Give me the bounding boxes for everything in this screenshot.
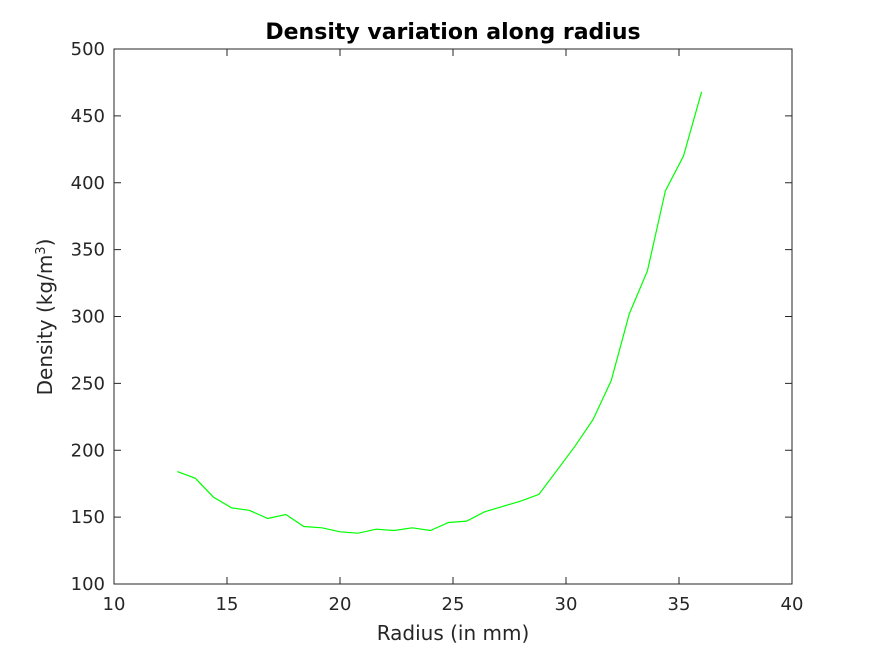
x-tick-label: 25 <box>442 594 465 615</box>
x-tick-label: 20 <box>329 594 352 615</box>
x-axis-label: Radius (in mm) <box>377 621 530 645</box>
y-tick-label: 300 <box>71 307 105 328</box>
y-tick-label: 400 <box>71 173 105 194</box>
y-tick-label: 450 <box>71 106 105 127</box>
x-axis-ticks: 10 15 20 25 30 35 40 <box>103 49 804 615</box>
x-tick-label: 35 <box>668 594 691 615</box>
y-tick-label: 250 <box>71 373 105 394</box>
y-tick-label: 100 <box>71 574 105 595</box>
y-axis-label-superscript: 3 <box>34 246 49 254</box>
y-axis-ticks: 100 150 200 250 300 350 400 450 500 <box>71 39 792 595</box>
y-tick-label: 350 <box>71 240 105 261</box>
y-axis-label-main: Density (kg/m <box>33 255 57 396</box>
density-series-line <box>177 91 703 534</box>
x-tick-label: 10 <box>103 594 126 615</box>
x-tick-label: 15 <box>216 594 239 615</box>
y-axis-label-close: ) <box>33 239 57 247</box>
y-tick-label: 200 <box>71 440 105 461</box>
x-tick-label: 30 <box>555 594 578 615</box>
y-tick-label: 150 <box>71 507 105 528</box>
chart-title: Density variation along radius <box>265 20 640 45</box>
y-tick-label: 500 <box>71 39 105 60</box>
plot-frame <box>113 48 793 585</box>
plot-lines <box>177 91 703 534</box>
x-tick-label: 40 <box>781 594 804 615</box>
y-axis-label: Density (kg/m3) <box>33 239 57 396</box>
